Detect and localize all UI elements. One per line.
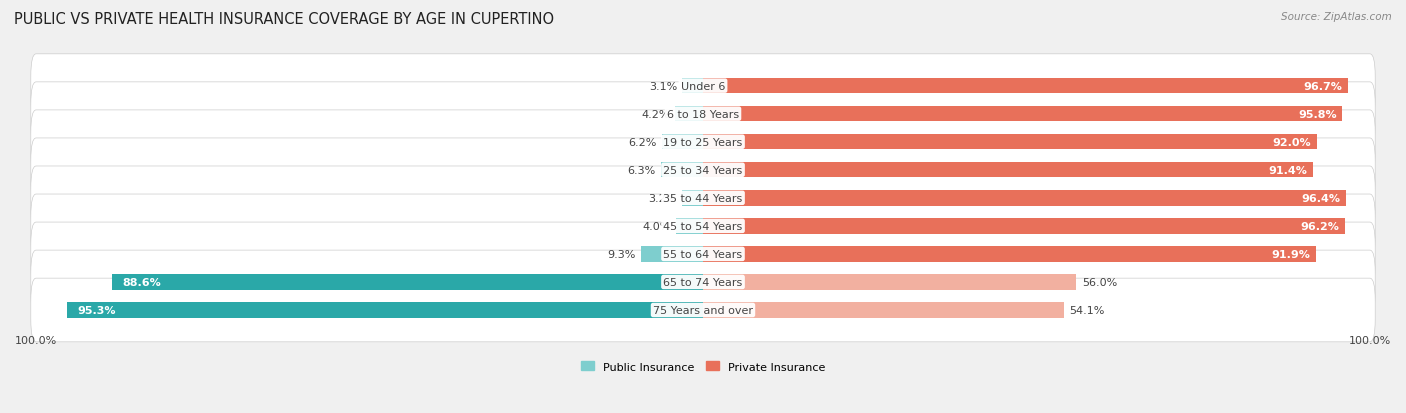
Bar — [703, 191, 1346, 206]
FancyBboxPatch shape — [31, 195, 1375, 258]
Text: 35 to 44 Years: 35 to 44 Years — [664, 193, 742, 203]
Text: 96.4%: 96.4% — [1302, 193, 1340, 203]
Text: 65 to 74 Years: 65 to 74 Years — [664, 277, 742, 287]
Text: 96.2%: 96.2% — [1301, 221, 1339, 231]
Text: Under 6: Under 6 — [681, 81, 725, 91]
Text: 54.1%: 54.1% — [1069, 305, 1105, 315]
Bar — [641, 247, 703, 262]
Text: 91.4%: 91.4% — [1268, 165, 1308, 176]
Bar — [703, 247, 1316, 262]
Bar — [67, 303, 703, 318]
Text: 6 to 18 Years: 6 to 18 Years — [666, 109, 740, 119]
FancyBboxPatch shape — [31, 251, 1375, 314]
Bar — [682, 191, 703, 206]
Bar — [703, 303, 1064, 318]
Text: 92.0%: 92.0% — [1272, 138, 1312, 147]
Text: 4.0%: 4.0% — [643, 221, 671, 231]
Bar — [661, 163, 703, 178]
Text: 3.2%: 3.2% — [648, 193, 676, 203]
Bar — [703, 107, 1341, 122]
Bar — [703, 135, 1316, 150]
Text: 6.2%: 6.2% — [628, 138, 657, 147]
FancyBboxPatch shape — [31, 278, 1375, 342]
Text: 25 to 34 Years: 25 to 34 Years — [664, 165, 742, 176]
FancyBboxPatch shape — [31, 139, 1375, 202]
Bar — [682, 79, 703, 94]
Text: 96.7%: 96.7% — [1303, 81, 1343, 91]
FancyBboxPatch shape — [31, 83, 1375, 146]
Text: 75 Years and over: 75 Years and over — [652, 305, 754, 315]
Text: 9.3%: 9.3% — [607, 249, 636, 259]
Text: 4.2%: 4.2% — [641, 109, 669, 119]
FancyBboxPatch shape — [31, 55, 1375, 118]
FancyBboxPatch shape — [31, 111, 1375, 174]
Text: 3.1%: 3.1% — [648, 81, 678, 91]
Bar — [703, 218, 1344, 234]
Legend: Public Insurance, Private Insurance: Public Insurance, Private Insurance — [581, 361, 825, 372]
Bar — [703, 79, 1348, 94]
Text: PUBLIC VS PRIVATE HEALTH INSURANCE COVERAGE BY AGE IN CUPERTINO: PUBLIC VS PRIVATE HEALTH INSURANCE COVER… — [14, 12, 554, 27]
Bar — [703, 163, 1313, 178]
Bar — [675, 107, 703, 122]
Text: 6.3%: 6.3% — [627, 165, 655, 176]
Text: Source: ZipAtlas.com: Source: ZipAtlas.com — [1281, 12, 1392, 22]
Bar — [662, 135, 703, 150]
Text: 45 to 54 Years: 45 to 54 Years — [664, 221, 742, 231]
Text: 95.8%: 95.8% — [1298, 109, 1337, 119]
Text: 88.6%: 88.6% — [122, 277, 160, 287]
Text: 55 to 64 Years: 55 to 64 Years — [664, 249, 742, 259]
Bar — [676, 218, 703, 234]
FancyBboxPatch shape — [31, 166, 1375, 230]
Bar — [703, 275, 1077, 290]
FancyBboxPatch shape — [31, 223, 1375, 286]
Text: 19 to 25 Years: 19 to 25 Years — [664, 138, 742, 147]
Bar — [112, 275, 703, 290]
Text: 95.3%: 95.3% — [77, 305, 115, 315]
Text: 91.9%: 91.9% — [1271, 249, 1310, 259]
Text: 56.0%: 56.0% — [1081, 277, 1116, 287]
